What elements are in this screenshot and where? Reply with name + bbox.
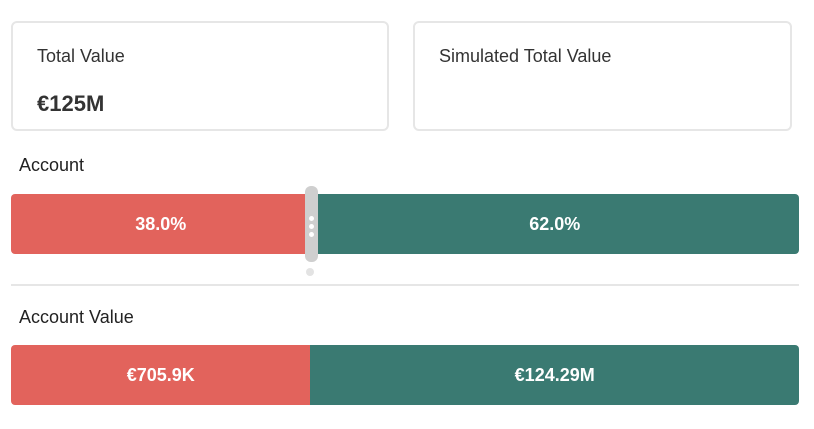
account-segment-right: 62.0%	[310, 194, 799, 254]
account-value-segment-left: €705.9K	[11, 345, 311, 405]
account-value-segment-right: €124.29M	[310, 345, 799, 405]
account-segment-left-label: 38.0%	[135, 213, 187, 234]
account-value-segment-left-label: €705.9K	[126, 364, 195, 385]
drag-grip-icon	[309, 216, 314, 237]
slider-position-marker	[306, 268, 314, 276]
section-divider	[11, 284, 799, 286]
account-split-bar: 38.0% 62.0%	[11, 194, 799, 254]
total-value-label: Total Value	[37, 46, 125, 66]
simulated-total-value-label: Simulated Total Value	[439, 46, 612, 66]
total-value-amount: €125M	[37, 91, 105, 116]
account-segment-left: 38.0%	[11, 194, 311, 254]
account-value-segment-right-label: €124.29M	[514, 364, 595, 385]
account-section-title: Account	[19, 155, 85, 175]
account-value-split-bar: €705.9K €124.29M	[11, 345, 799, 405]
account-segment-right-label: 62.0%	[529, 213, 581, 234]
split-slider-handle[interactable]	[305, 186, 318, 262]
account-value-section-title: Account Value	[19, 307, 134, 327]
total-value-card: Total Value €125M	[11, 21, 389, 131]
simulated-total-value-card: Simulated Total Value	[413, 21, 792, 131]
